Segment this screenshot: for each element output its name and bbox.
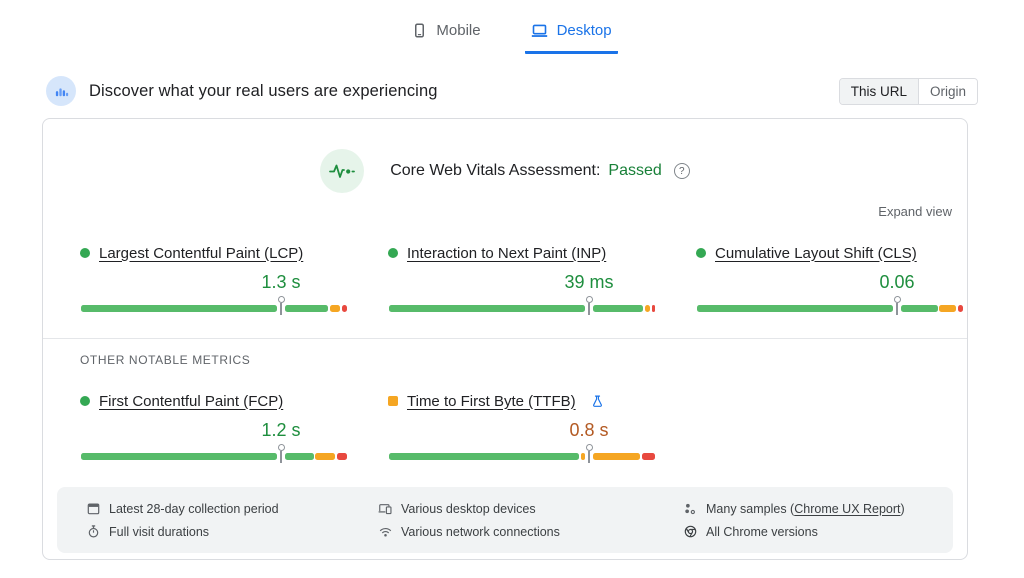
field-data-header: Discover what your real users are experi… xyxy=(46,74,978,108)
metric-cls-link[interactable]: Cumulative Layout Shift (CLS) xyxy=(715,244,917,262)
metric-fcp-link[interactable]: First Contentful Paint (FCP) xyxy=(99,392,284,410)
metric-cls-distribution-bar xyxy=(696,296,964,315)
mobile-phone-icon xyxy=(412,23,427,38)
devices-icon xyxy=(378,502,392,515)
expand-view-button[interactable]: Expand view xyxy=(878,204,952,219)
info-collection-period: Latest 28-day collection period xyxy=(86,502,378,516)
info-label: Full visit durations xyxy=(109,524,210,539)
metric-ttfb-distribution-bar xyxy=(388,444,656,463)
pulse-icon xyxy=(320,149,365,193)
assessment-title-wrap: Core Web Vitals Assessment: Passed xyxy=(390,162,690,180)
samples-icon xyxy=(683,503,697,515)
metric-inp-distribution-bar xyxy=(388,296,656,315)
metric-ttfb-value: 0.8 s xyxy=(569,420,609,440)
metric-ttfb: Time to First Byte (TTFB) 0.8 s xyxy=(388,391,656,463)
metric-inp-link[interactable]: Interaction to Next Paint (INP) xyxy=(407,244,607,262)
metric-lcp-link[interactable]: Largest Contentful Paint (LCP) xyxy=(99,244,304,262)
p75-marker-pin xyxy=(893,296,901,315)
info-label: All Chrome versions xyxy=(706,524,818,539)
metric-inp-head: Interaction to Next Paint (INP) xyxy=(388,243,656,263)
info-label: Various network connections xyxy=(401,524,560,539)
metric-lcp-value: 1.3 s xyxy=(261,272,301,292)
metric-ttfb-head: Time to First Byte (TTFB) xyxy=(388,391,656,411)
info-label: Many samples (Chrome UX Report) xyxy=(706,501,905,516)
good-dot-icon xyxy=(80,396,90,406)
real-users-icon xyxy=(46,76,76,106)
scope-origin[interactable]: Origin xyxy=(918,78,977,104)
assessment-status: Passed xyxy=(608,162,662,179)
scope-this-url[interactable]: This URL xyxy=(839,78,919,104)
metric-inp: Interaction to Next Paint (INP) 39 ms xyxy=(388,243,656,315)
info-visit-durations: Full visit durations xyxy=(86,525,378,539)
empty-cell xyxy=(696,391,964,463)
chrome-ux-report-link[interactable]: Chrome UX Report xyxy=(794,501,901,516)
metric-fcp-distribution-bar xyxy=(80,444,348,463)
wifi-icon xyxy=(378,527,392,537)
metric-lcp-distribution-bar xyxy=(80,296,348,315)
good-dot-icon xyxy=(80,248,90,258)
device-tab-bar: Mobile Desktop xyxy=(0,14,1024,54)
good-dot-icon xyxy=(696,248,706,258)
p75-marker-pin xyxy=(277,296,285,315)
p75-marker-pin xyxy=(585,444,593,463)
core-web-vitals-card: Core Web Vitals Assessment: Passed Expan… xyxy=(42,118,968,560)
calendar-icon xyxy=(86,502,100,515)
tab-desktop-label: Desktop xyxy=(556,22,612,39)
metric-lcp-head: Largest Contentful Paint (LCP) xyxy=(80,243,348,263)
stopwatch-icon xyxy=(86,525,100,538)
p75-marker-pin xyxy=(277,444,285,463)
chrome-icon xyxy=(683,525,697,538)
experimental-flask-icon[interactable] xyxy=(591,395,604,408)
collection-info-panel: Latest 28-day collection period Full vis… xyxy=(57,487,953,553)
assessment-title: Core Web Vitals Assessment: xyxy=(390,162,601,179)
p75-marker-pin xyxy=(585,296,593,315)
info-chrome-versions: All Chrome versions xyxy=(683,525,943,539)
metric-inp-value: 39 ms xyxy=(564,272,614,292)
tab-mobile-label: Mobile xyxy=(436,22,481,39)
info-desktop-devices: Various desktop devices xyxy=(378,502,683,516)
desktop-laptop-icon xyxy=(531,23,548,38)
needs-improvement-square-icon xyxy=(388,396,398,406)
metric-fcp-value: 1.2 s xyxy=(261,420,301,440)
metric-lcp: Largest Contentful Paint (LCP) 1.3 s xyxy=(80,243,348,315)
info-samples: Many samples (Chrome UX Report) xyxy=(683,502,943,516)
section-title: Discover what your real users are experi… xyxy=(89,81,438,100)
section-divider xyxy=(43,338,967,339)
other-metrics-label: OTHER NOTABLE METRICS xyxy=(80,353,251,367)
assessment-header: Core Web Vitals Assessment: Passed xyxy=(43,149,967,193)
good-dot-icon xyxy=(388,248,398,258)
metric-cls: Cumulative Layout Shift (CLS) 0.06 xyxy=(696,243,964,315)
info-network-connections: Various network connections xyxy=(378,525,683,539)
metric-cls-head: Cumulative Layout Shift (CLS) xyxy=(696,243,964,263)
metric-fcp-head: First Contentful Paint (FCP) xyxy=(80,391,348,411)
other-metrics-row: First Contentful Paint (FCP) 1.2 s Time … xyxy=(80,391,964,463)
scope-toggle: This URL Origin xyxy=(838,77,978,105)
metric-cls-value: 0.06 xyxy=(879,272,915,292)
help-icon[interactable] xyxy=(673,163,690,179)
info-label: Latest 28-day collection period xyxy=(109,501,279,516)
tab-desktop[interactable]: Desktop xyxy=(524,14,618,54)
info-label: Various desktop devices xyxy=(401,501,536,516)
tab-mobile[interactable]: Mobile xyxy=(406,14,486,54)
core-metrics-row: Largest Contentful Paint (LCP) 1.3 s Int… xyxy=(80,243,964,315)
metric-ttfb-link[interactable]: Time to First Byte (TTFB) xyxy=(407,392,576,410)
metric-fcp: First Contentful Paint (FCP) 1.2 s xyxy=(80,391,348,463)
